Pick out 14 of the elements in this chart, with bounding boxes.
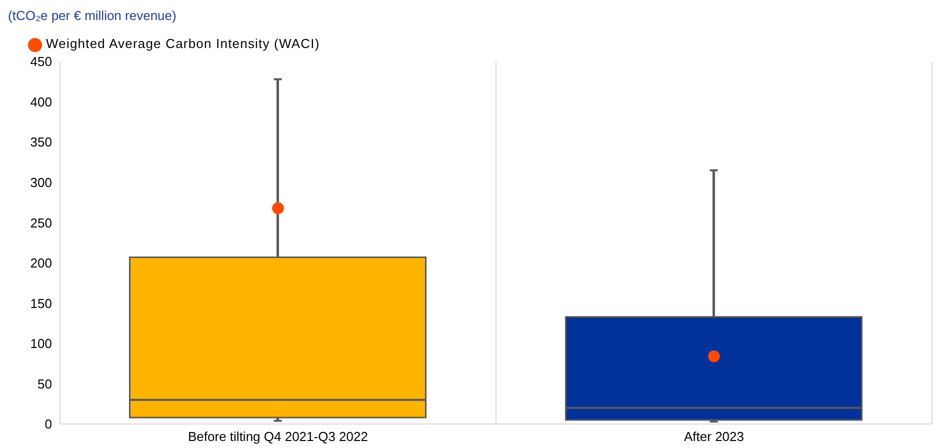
x-tick-label: Before tilting Q4 2021-Q3 2022 — [188, 429, 368, 444]
y-tick-label: 250 — [30, 215, 52, 230]
y-tick-label: 450 — [30, 54, 52, 70]
y-tick-label: 50 — [38, 376, 52, 392]
y-tick-label: 0 — [44, 416, 52, 432]
y-tick-label: 400 — [30, 94, 52, 110]
y-tick-label: 350 — [30, 134, 52, 150]
y-tick-label: 300 — [30, 174, 52, 190]
y-axis-title: (tCO₂e per € million revenue) — [8, 8, 178, 25]
x-tick-label: After 2023 — [684, 429, 744, 444]
y-tick-label: 200 — [30, 256, 52, 271]
y-tick-label: 100 — [30, 336, 52, 352]
legend-label: Weighted Average Carbon Intensity (WACI) — [46, 36, 320, 51]
y-tick-label: 150 — [30, 296, 52, 311]
